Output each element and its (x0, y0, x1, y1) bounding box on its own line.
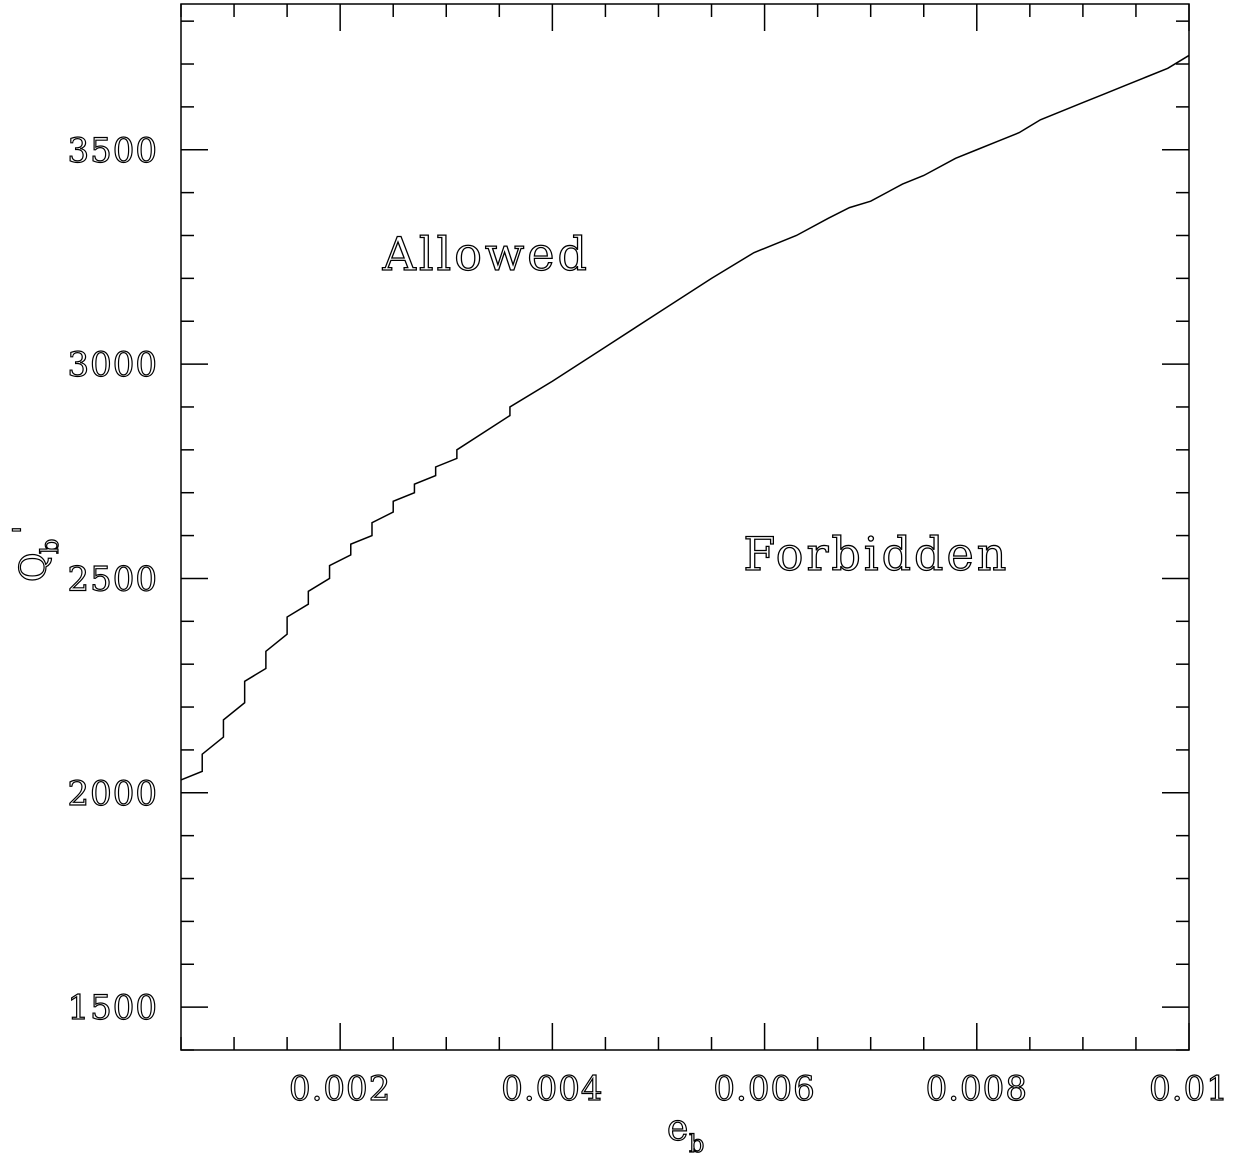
x-axis-label-subscript: b (689, 1130, 704, 1158)
x-tick-label: 0.01 (1149, 1069, 1229, 1109)
y-tick-label: 3500 (67, 131, 158, 171)
x-tick-label: 0.006 (713, 1069, 815, 1109)
x-tick-label: 0.008 (926, 1069, 1028, 1109)
series-line (180, 54, 1190, 781)
x-tick-label: 0.002 (289, 1069, 391, 1109)
tick-labels: 0.002 0.004 0.006 0.008 0.01 1500 2000 2500 3000… (67, 130, 1229, 1109)
y-axis-label: Q (14, 552, 55, 582)
x-tick-label: 0.004 (501, 1069, 603, 1109)
y-tick-label: 1500 (67, 988, 158, 1028)
y-tick-label: 2500 (67, 559, 158, 599)
y-axis-label-prime: ' (7, 526, 42, 534)
region-label-allowed: Allowed (382, 227, 590, 281)
ticks (180, 4, 1190, 1051)
x-axis-label: e (667, 1108, 688, 1149)
region-label-forbidden: Forbidden (743, 527, 1009, 581)
plot-frame (180, 3, 1190, 1051)
annotations: Allowed Forbidden (381, 226, 1009, 581)
y-tick-label: 3000 (67, 345, 158, 385)
y-tick-label: 2000 (67, 774, 158, 814)
y-axis-label-subscript: b (36, 539, 64, 554)
y-axis-label-group: Q b ' (6, 525, 64, 582)
